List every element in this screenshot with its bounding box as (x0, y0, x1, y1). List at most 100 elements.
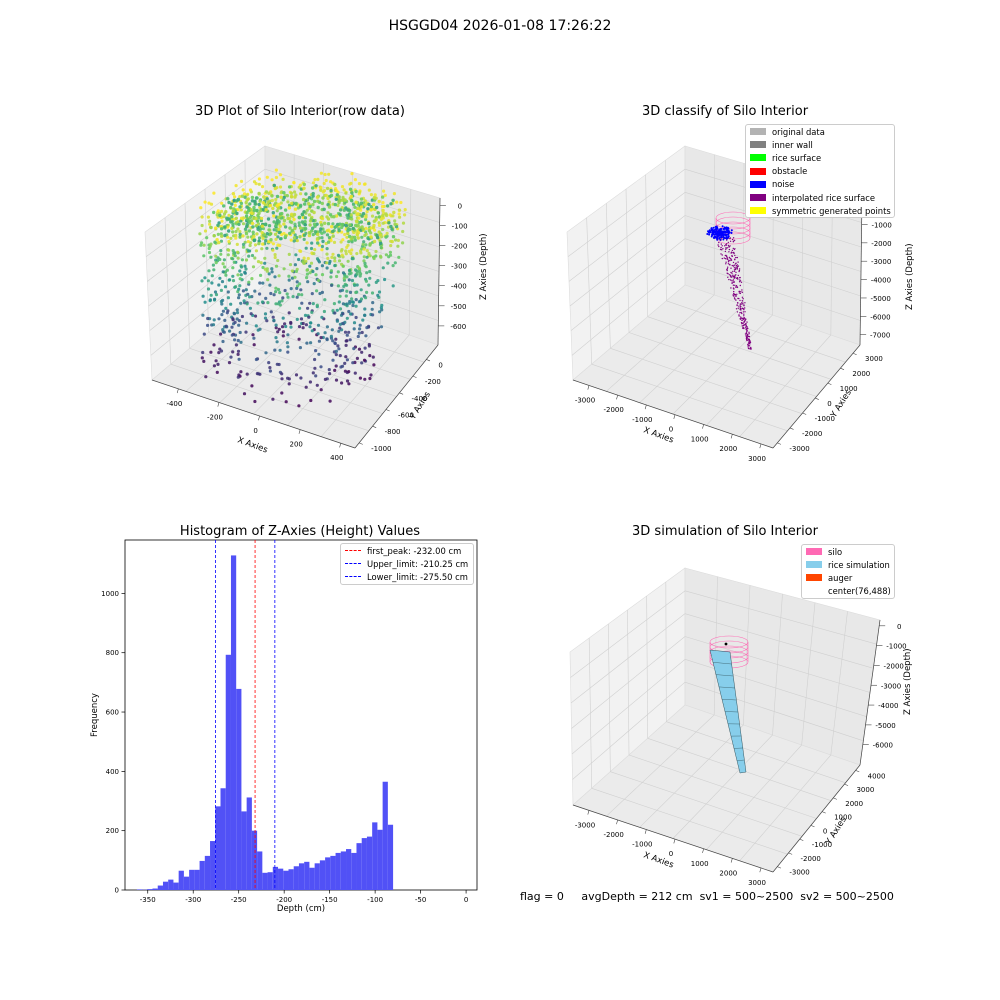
legend-swatch (806, 588, 822, 595)
raw-data-point (363, 313, 367, 317)
raw-data-point (343, 198, 347, 202)
interpolated-point (741, 319, 743, 322)
raw-data-point (274, 323, 278, 327)
raw-data-point (261, 281, 265, 285)
histogram-bar (246, 797, 252, 890)
raw-data-point (231, 350, 235, 354)
raw-data-point (315, 222, 319, 226)
legend-line-swatch (345, 563, 361, 565)
histogram-bar (157, 885, 163, 890)
y-axis-line (772, 344, 861, 449)
interpolated-point (740, 281, 743, 283)
raw-data-point (367, 188, 371, 192)
raw-data-point (267, 240, 271, 244)
raw-data-point (250, 277, 254, 281)
histogram-bar (183, 876, 190, 890)
raw-data-point (234, 233, 238, 237)
raw-data-point (368, 276, 372, 280)
panel2-z-tick-label: -4000 (871, 277, 891, 285)
raw-data-point (388, 253, 393, 257)
raw-data-point (230, 202, 234, 206)
raw-data-point (343, 330, 348, 334)
interpolated-point (739, 284, 741, 287)
raw-data-point (387, 221, 391, 225)
raw-data-point (354, 298, 358, 302)
raw-data-point (299, 288, 303, 292)
interpolated-point (727, 244, 730, 247)
interpolated-point (743, 305, 745, 307)
histogram-bar (346, 849, 352, 890)
raw-data-point (306, 256, 310, 261)
raw-data-point (294, 253, 298, 257)
raw-data-point (327, 172, 331, 176)
raw-data-point (258, 292, 262, 296)
raw-data-point (321, 239, 325, 244)
raw-data-point (201, 350, 205, 355)
interpolated-point (730, 271, 732, 274)
raw-data-point (261, 236, 265, 240)
raw-data-point (305, 276, 309, 280)
legend-entry: interpolated rice surface (746, 191, 894, 204)
raw-data-point (269, 238, 273, 242)
legend-label: silo (828, 546, 843, 557)
noise-point (711, 230, 714, 233)
interpolated-point (734, 293, 737, 296)
raw-data-point (343, 232, 347, 237)
raw-data-point (305, 241, 309, 245)
raw-data-point (200, 215, 204, 219)
raw-data-point (392, 192, 396, 196)
raw-data-point (341, 312, 345, 316)
raw-data-point (346, 229, 350, 233)
panel4-x-tick-mark (587, 810, 590, 815)
raw-data-point (258, 281, 262, 285)
interpolated-point (741, 303, 743, 305)
raw-data-point (200, 356, 204, 360)
raw-data-point (311, 371, 315, 375)
raw-data-point (297, 325, 302, 329)
raw-data-point (281, 334, 285, 338)
raw-data-point (227, 248, 231, 252)
raw-data-point (271, 397, 275, 401)
raw-data-point (245, 205, 249, 209)
raw-data-point (391, 214, 395, 218)
interpolated-point (726, 257, 729, 259)
raw-data-point (349, 312, 353, 316)
grid-line (739, 754, 832, 862)
legend-entry: auger (802, 571, 894, 584)
raw-data-point (356, 212, 360, 216)
raw-data-point (380, 205, 385, 209)
panel1-x-tick-mark (217, 402, 220, 407)
raw-data-point (301, 326, 305, 330)
interpolated-point (735, 299, 737, 301)
legend-swatch (750, 194, 766, 202)
panel4-z-tick-label: -4000 (878, 702, 898, 710)
raw-data-point (378, 310, 382, 314)
raw-data-point (227, 213, 231, 217)
raw-data-point (234, 229, 238, 234)
panel4-y-tick-label: 0 (823, 827, 827, 835)
raw-data-point (202, 332, 206, 336)
raw-data-point (231, 222, 235, 227)
panel4-z-tick-label: 0 (897, 623, 901, 631)
histogram-bar (278, 868, 284, 890)
interpolated-point (747, 343, 749, 346)
raw-data-point (229, 302, 233, 306)
raw-data-point (232, 198, 236, 202)
histogram-bar (189, 869, 195, 890)
histogram-bar (340, 851, 347, 890)
legend-label: center(76,488) (828, 586, 891, 597)
grid-line (570, 590, 686, 678)
raw-data-point (336, 270, 340, 274)
histogram-bar (215, 806, 221, 890)
interpolated-point (736, 266, 739, 268)
raw-data-point (373, 228, 377, 232)
panel3-ref-lines (215, 540, 276, 890)
raw-data-point (305, 208, 309, 212)
raw-data-point (333, 182, 337, 187)
interpolated-point (730, 287, 732, 289)
panel2-z-tick-label: -2000 (871, 240, 891, 248)
raw-data-point (362, 240, 366, 244)
raw-data-point (316, 177, 320, 181)
raw-data-point (304, 323, 308, 327)
raw-data-point (212, 210, 216, 215)
